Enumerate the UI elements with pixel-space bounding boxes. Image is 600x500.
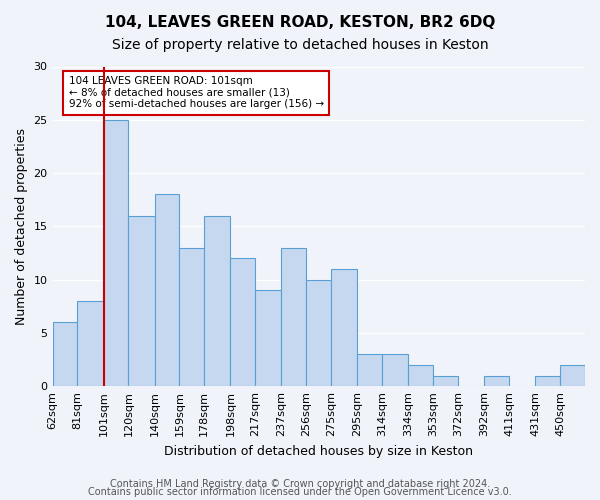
Bar <box>155 194 179 386</box>
Bar <box>281 248 307 386</box>
Bar <box>77 301 104 386</box>
Bar <box>560 365 585 386</box>
Bar <box>331 269 358 386</box>
Bar <box>433 376 458 386</box>
Y-axis label: Number of detached properties: Number of detached properties <box>15 128 28 325</box>
Bar <box>53 322 77 386</box>
Bar <box>382 354 409 386</box>
Text: Contains HM Land Registry data © Crown copyright and database right 2024.: Contains HM Land Registry data © Crown c… <box>110 479 490 489</box>
Bar <box>484 376 509 386</box>
Bar <box>230 258 256 386</box>
X-axis label: Distribution of detached houses by size in Keston: Distribution of detached houses by size … <box>164 444 473 458</box>
Text: Size of property relative to detached houses in Keston: Size of property relative to detached ho… <box>112 38 488 52</box>
Text: 104 LEAVES GREEN ROAD: 101sqm
← 8% of detached houses are smaller (13)
92% of se: 104 LEAVES GREEN ROAD: 101sqm ← 8% of de… <box>68 76 323 110</box>
Bar <box>358 354 382 386</box>
Text: 104, LEAVES GREEN ROAD, KESTON, BR2 6DQ: 104, LEAVES GREEN ROAD, KESTON, BR2 6DQ <box>105 15 495 30</box>
Bar <box>104 120 128 386</box>
Bar <box>128 216 155 386</box>
Bar <box>409 365 433 386</box>
Bar <box>179 248 204 386</box>
Bar <box>535 376 560 386</box>
Bar <box>204 216 230 386</box>
Text: Contains public sector information licensed under the Open Government Licence v3: Contains public sector information licen… <box>88 487 512 497</box>
Bar <box>256 290 281 386</box>
Bar <box>307 280 331 386</box>
